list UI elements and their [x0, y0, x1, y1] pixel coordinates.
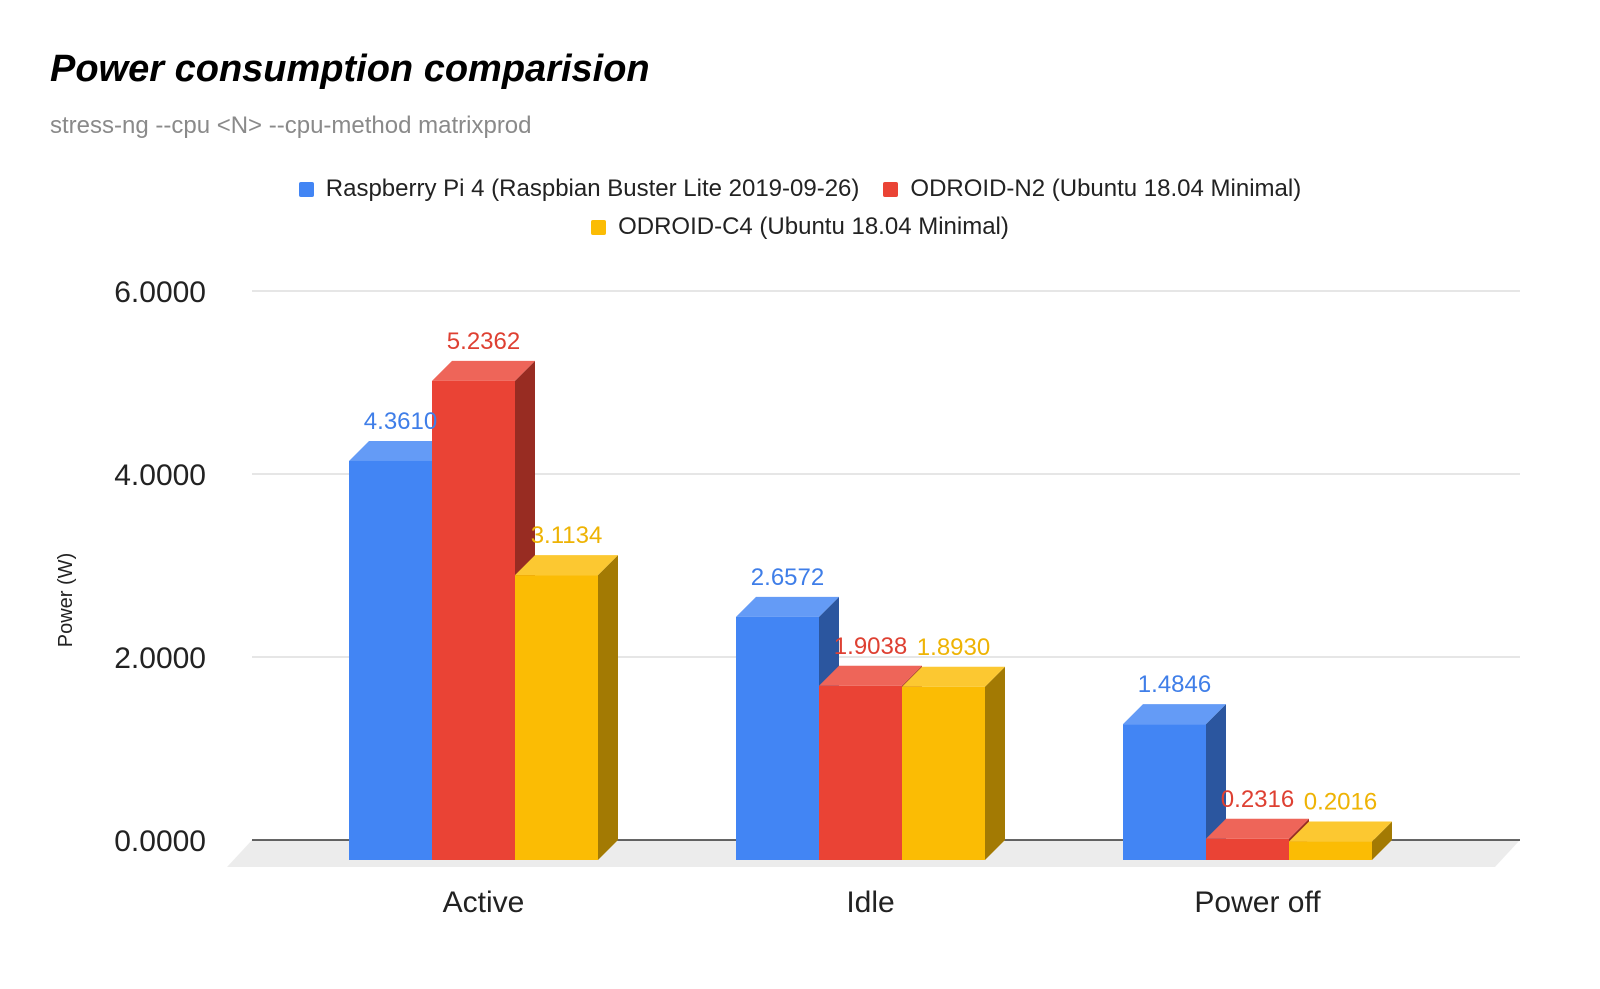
bar: [1123, 704, 1226, 860]
data-label: 1.9038: [834, 633, 907, 660]
bar-side: [985, 666, 1005, 860]
bar-front: [432, 380, 515, 860]
bar-front: [736, 616, 819, 860]
chart-subtitle: stress-ng --cpu <N> --cpu-method matrixp…: [50, 112, 532, 139]
data-label: 3.1134: [531, 522, 603, 549]
chart-legend: Raspberry Pi 4 (Raspbian Buster Lite 201…: [0, 170, 1600, 246]
legend-swatch-series-3: [591, 219, 607, 235]
data-label: 0.2016: [1304, 789, 1377, 816]
bar-front: [819, 685, 902, 860]
data-label: 2.6572: [751, 564, 824, 591]
data-label: 1.8930: [917, 634, 990, 661]
bar-front: [1123, 724, 1206, 860]
y-tick-label: 2.0000: [114, 642, 206, 675]
chart-title: Power consumption comparision: [50, 48, 650, 90]
bars: [349, 360, 1392, 860]
bar: [902, 666, 1005, 860]
bar-front: [515, 575, 598, 860]
bar-top: [902, 666, 1005, 687]
bar-top: [432, 360, 535, 381]
bar-top: [819, 665, 922, 686]
y-tick-label: 4.0000: [114, 459, 206, 492]
bar: [1289, 821, 1392, 860]
data-label: 1.4846: [1138, 671, 1211, 698]
legend-swatch-series-2: [883, 181, 899, 197]
data-label: 4.3610: [364, 408, 437, 435]
bar-top: [1206, 818, 1309, 839]
data-label: 0.2316: [1221, 786, 1294, 813]
bar-top: [515, 555, 618, 576]
bar-top: [1289, 821, 1392, 842]
bar-side: [1372, 821, 1392, 860]
y-tick-label: 0.0000: [114, 825, 206, 858]
legend-item-series-1: Raspberry Pi 4 (Raspbian Buster Lite 201…: [298, 175, 860, 203]
bar-front: [1206, 838, 1289, 860]
x-tick-label: Active: [443, 886, 525, 919]
legend-item-series-3: ODROID-C4 (Ubuntu 18.04 Minimal): [591, 213, 1009, 241]
bar: [515, 555, 618, 860]
bar-top: [349, 440, 452, 461]
legend-label-series-1: Raspberry Pi 4 (Raspbian Buster Lite 201…: [325, 175, 860, 202]
x-axis-ticks: Active Idle Power off: [443, 886, 1322, 919]
x-tick-label: Power off: [1194, 886, 1321, 919]
data-label: 5.2362: [447, 328, 520, 355]
x-tick-label: Idle: [846, 886, 894, 919]
bar-front: [349, 460, 432, 860]
legend-label-series-3: ODROID-C4 (Ubuntu 18.04 Minimal): [618, 213, 1009, 240]
legend-swatch-series-1: [298, 181, 314, 197]
bar-front: [1289, 841, 1372, 860]
bar-side: [598, 555, 618, 860]
y-axis-label: Power (W): [55, 553, 77, 647]
bar-top: [1123, 704, 1226, 725]
y-axis-ticks: 0.0000 2.0000 4.0000 6.0000: [114, 276, 206, 858]
bar-top: [736, 596, 839, 617]
legend-label-series-2: ODROID-N2 (Ubuntu 18.04 Minimal): [910, 175, 1302, 202]
legend-item-series-2: ODROID-N2 (Ubuntu 18.04 Minimal): [883, 175, 1301, 203]
bar-front: [902, 686, 985, 860]
data-labels: 4.3610 5.2362 3.1134 2.6572 1.9038 1.8930 1.48…: [364, 328, 1377, 816]
bar-side: [1206, 704, 1226, 860]
y-tick-label: 6.0000: [114, 276, 206, 309]
